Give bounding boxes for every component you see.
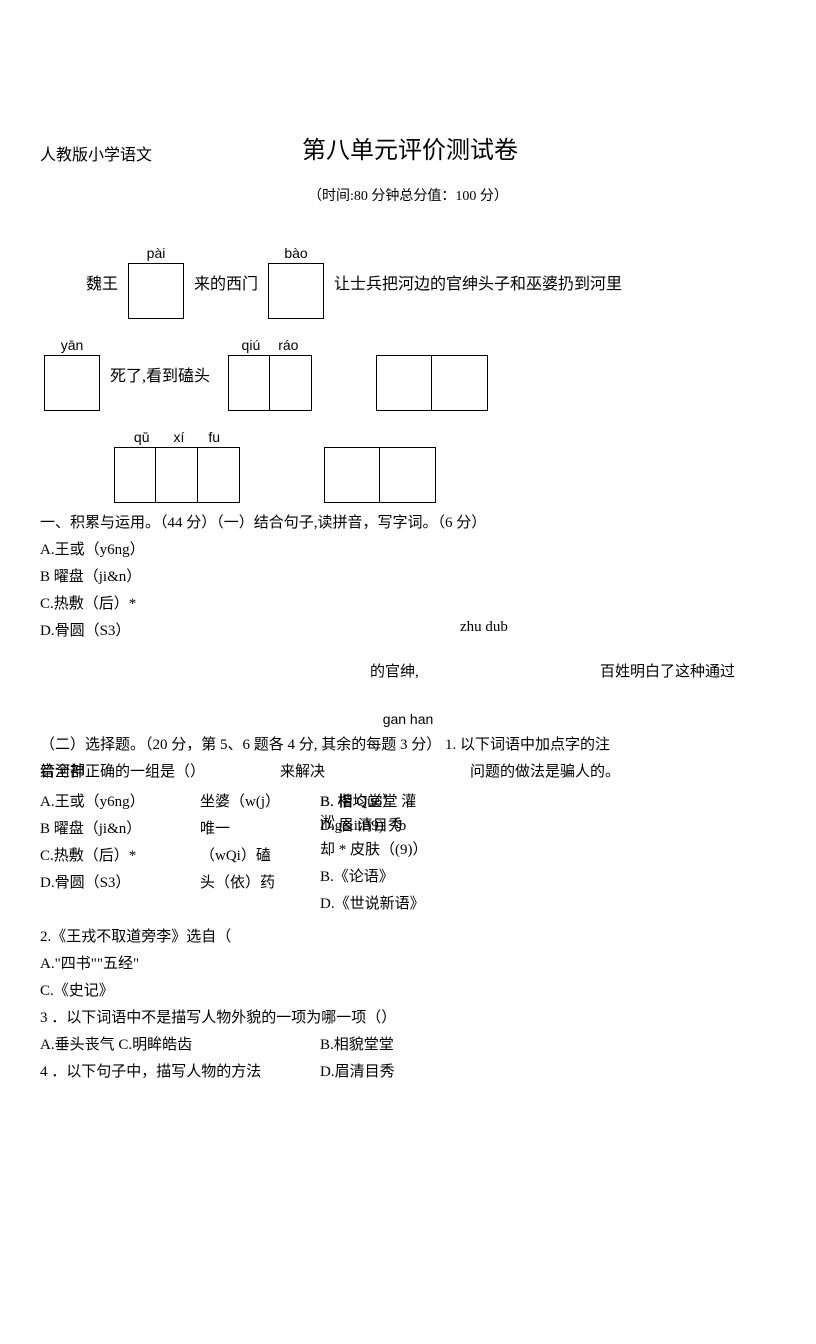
option-b: B 曜盘（ji&n）: [40, 817, 170, 838]
text-fragment: 来解决: [280, 760, 325, 781]
option-d: D.《世说新语》: [320, 892, 428, 913]
option-c: C.热敷（后）*: [40, 592, 776, 613]
option-b: B.相貌堂堂: [320, 1033, 394, 1054]
option-c: C.热敷（后）*: [40, 844, 170, 865]
text-fragment: D.g&i清目秀: [320, 814, 403, 835]
section-heading: 一、积累与运用。（44 分）（一）结合句子,读拼音，写字词。（6 分）: [40, 511, 776, 532]
text-fragment: 来的西门: [188, 270, 264, 294]
option-d: D.骨圆（S3）: [40, 871, 170, 892]
page-title: 第八单元评价测试卷: [302, 130, 518, 165]
option-a: A."四书""五经": [40, 952, 776, 973]
text-fragment: 死了,看到磕头: [104, 362, 216, 386]
text-fragment: 百姓明白了这种通过: [600, 660, 735, 681]
fill-box-group[interactable]: [228, 355, 312, 411]
option-a: A.垂头丧气 C.明眸皓齿: [40, 1033, 320, 1054]
pinyin-label: fu: [208, 429, 220, 445]
section-heading: （二）选择题。（20 分，第 5、6 题各 4 分, 其余的每题 3 分） 1.…: [40, 733, 776, 754]
pinyin-label: xí: [174, 429, 185, 445]
text-fragment: 头（依）药: [200, 871, 290, 892]
option-a: A.王或（y6ng）: [40, 790, 170, 811]
option-b: B.《论语》: [320, 865, 428, 886]
text-fragment: 坐婆（w(j）: [200, 790, 290, 811]
fill-box-group[interactable]: [324, 447, 436, 503]
question-2: 2.《王戎不取道旁李》选自（: [40, 925, 776, 946]
text-fragment: zhu dub: [460, 619, 508, 640]
pinyin-label: gan han: [40, 711, 776, 727]
text-fragment: （wQi）磕: [200, 844, 290, 865]
subtitle: （时间:80 分钟总分值：100 分）: [40, 185, 776, 205]
pinyin-label: ráo: [278, 337, 298, 353]
pinyin-label: qiú: [242, 337, 261, 353]
fill-box-group[interactable]: [114, 447, 240, 503]
fill-box[interactable]: [44, 355, 100, 411]
text-fragment: 的官绅,: [370, 660, 600, 681]
question-4: 4 ．以下句子中，描写人物的方法: [40, 1060, 320, 1081]
option-a: A.王或（y6ng）: [40, 538, 776, 559]
pinyin-label: pài: [147, 245, 166, 261]
pinyin-label: qǔ: [134, 429, 150, 445]
option-c: C.《史记》: [40, 979, 776, 1000]
text-fragment: 问题的做法是骗人的。: [470, 760, 620, 781]
fill-box[interactable]: [128, 263, 184, 319]
text-fragment: 让士兵把河边的官绅头子和巫婆扔到河里: [328, 270, 628, 294]
publisher-label: 人教版小学语文: [40, 141, 152, 165]
option-d: D.眉清目秀: [320, 1060, 395, 1081]
fill-box-group[interactable]: [376, 355, 488, 411]
option-b: B 曜盘（ji&n）: [40, 565, 776, 586]
text-fragment: 魏王: [80, 270, 124, 294]
pinyin-label: yān: [61, 337, 84, 353]
text-fragment: 给河神: [40, 760, 85, 781]
question-3: 3 ．以下词语中不是描写人物外貌的一项为哪一项（）: [40, 1006, 776, 1027]
text-fragment: 唯一: [200, 817, 290, 838]
option-d: D.骨圆（S3）: [40, 619, 460, 640]
fill-box[interactable]: [268, 263, 324, 319]
pinyin-label: bào: [284, 245, 307, 261]
text-fragment: 却 * 皮肤（(9)）: [320, 838, 428, 859]
